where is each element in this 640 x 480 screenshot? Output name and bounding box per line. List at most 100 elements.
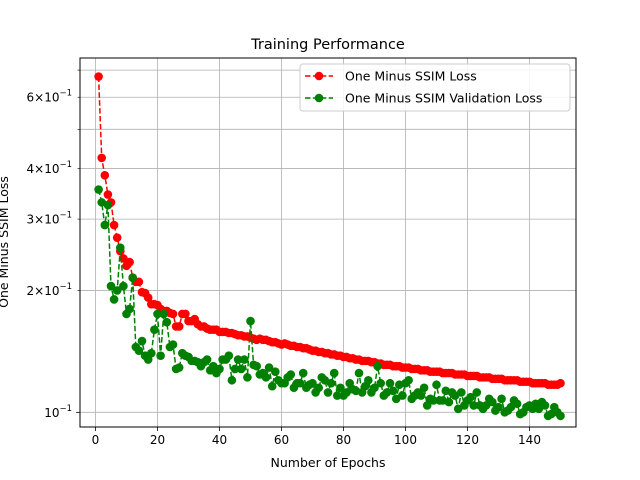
data-point	[112, 286, 122, 295]
data-point	[314, 383, 324, 393]
data-point	[94, 185, 103, 194]
data-point	[109, 220, 119, 230]
data-point	[373, 361, 382, 371]
data-point	[388, 386, 398, 396]
data-point	[336, 383, 345, 393]
data-point	[150, 325, 159, 334]
data-point	[271, 367, 280, 376]
legend-frame	[299, 63, 571, 112]
data-point	[385, 378, 395, 388]
data-point	[106, 281, 116, 291]
data-point	[103, 190, 113, 199]
data-point	[143, 293, 153, 302]
data-point	[236, 364, 246, 374]
data-point	[128, 273, 137, 283]
data-point	[364, 375, 373, 385]
data-point	[264, 363, 274, 372]
data-point	[147, 348, 156, 358]
data-point	[261, 373, 271, 382]
data-point	[134, 277, 144, 287]
data-point	[94, 72, 103, 81]
series-layer	[94, 72, 565, 421]
data-point	[298, 368, 308, 378]
data-point	[168, 340, 178, 349]
data-point	[174, 322, 184, 331]
data-point	[224, 351, 234, 361]
y-tick-label: 6×10−1	[27, 89, 73, 105]
data-point	[419, 383, 429, 393]
data-point	[100, 220, 110, 230]
data-point	[181, 309, 190, 319]
data-point	[286, 370, 296, 379]
data-point	[215, 364, 224, 374]
data-point	[457, 388, 466, 397]
data-point	[429, 396, 438, 405]
data-point	[116, 243, 125, 253]
y-tick-label: 2×10−1	[27, 282, 73, 298]
data-point	[125, 304, 134, 314]
data-point	[398, 391, 407, 400]
data-point	[354, 368, 364, 378]
data-point	[252, 361, 261, 371]
data-point	[469, 401, 479, 410]
data-point	[240, 355, 249, 364]
series-0	[94, 72, 565, 390]
legend: One Minus SSIM Loss One Minus SSIM Valida…	[299, 63, 571, 112]
data-point	[497, 394, 506, 404]
data-point	[233, 355, 243, 364]
x-tick-label: 60	[274, 433, 289, 447]
data-point	[512, 399, 522, 409]
data-point	[444, 397, 454, 407]
data-point	[404, 375, 413, 385]
data-point	[153, 309, 162, 319]
data-point	[162, 317, 172, 327]
x-tick-label: 100	[394, 433, 417, 447]
data-point	[125, 257, 134, 267]
legend-swatch-marker	[314, 71, 324, 81]
data-point	[100, 170, 110, 180]
data-point	[376, 378, 386, 388]
data-point	[472, 388, 482, 397]
data-point	[494, 402, 503, 412]
data-point	[329, 368, 339, 378]
data-point	[168, 309, 178, 319]
data-point	[230, 364, 240, 374]
y-tick-label: 4×10−1	[27, 160, 73, 176]
data-point	[370, 383, 379, 393]
data-point	[326, 378, 336, 388]
data-point	[137, 336, 147, 346]
y-axis-label: One Minus SSIM Loss	[0, 176, 11, 308]
x-axis-label: Number of Epochs	[271, 455, 386, 470]
data-point	[422, 401, 432, 410]
data-point	[202, 355, 212, 364]
plot-frame	[79, 57, 577, 428]
data-point	[333, 391, 342, 400]
data-point	[295, 378, 305, 388]
legend-item: One Minus SSIM Validation Loss	[305, 91, 542, 106]
data-point	[119, 281, 128, 291]
legend-item: One Minus SSIM Loss	[305, 69, 477, 84]
data-point	[488, 397, 497, 407]
data-point	[243, 373, 252, 382]
data-point	[308, 378, 317, 388]
data-point	[112, 233, 122, 242]
data-point	[109, 295, 119, 304]
data-point	[246, 316, 255, 326]
legend-swatch-marker	[314, 93, 324, 103]
data-point	[556, 378, 565, 388]
x-tick-label: 80	[336, 433, 351, 447]
data-point	[323, 388, 333, 397]
data-point	[97, 153, 106, 163]
x-tick-label: 0	[92, 433, 100, 447]
series-1	[94, 185, 565, 421]
chart-title: Training Performance	[250, 37, 405, 53]
data-point	[143, 355, 153, 364]
x-tick-label: 120	[456, 433, 479, 447]
x-tick-label: 20	[150, 433, 165, 447]
y-tick-label: 10−1	[44, 404, 72, 420]
data-point	[159, 309, 168, 319]
data-point	[134, 346, 144, 355]
data-point	[466, 392, 475, 402]
y-tick-label: 3×10−1	[27, 211, 73, 227]
